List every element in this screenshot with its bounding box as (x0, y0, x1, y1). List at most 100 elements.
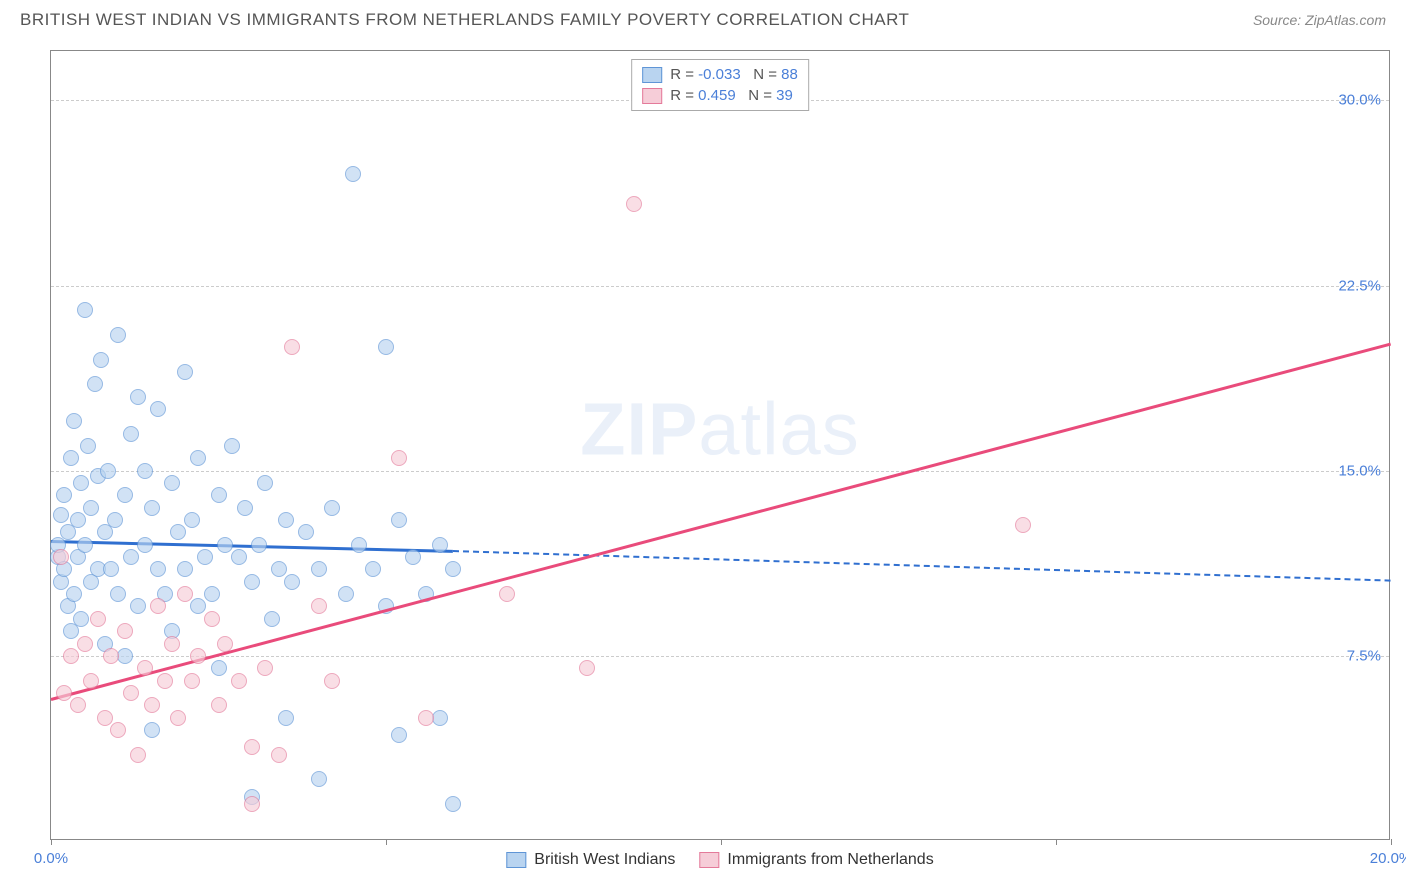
data-point (231, 673, 247, 689)
data-point (123, 685, 139, 701)
data-point (83, 673, 99, 689)
data-point (204, 611, 220, 627)
data-point (130, 598, 146, 614)
data-point (264, 611, 280, 627)
legend-swatch (506, 852, 526, 868)
data-point (150, 598, 166, 614)
data-point (311, 598, 327, 614)
data-point (150, 561, 166, 577)
data-point (204, 586, 220, 602)
data-point (123, 549, 139, 565)
gridline (51, 656, 1389, 657)
data-point (338, 586, 354, 602)
data-point (70, 697, 86, 713)
data-point (311, 561, 327, 577)
data-point (177, 586, 193, 602)
data-point (190, 598, 206, 614)
data-point (405, 549, 421, 565)
data-point (157, 673, 173, 689)
data-point (211, 487, 227, 503)
data-point (66, 413, 82, 429)
legend-stats: R = 0.459 N = 39 (670, 87, 793, 104)
data-point (418, 710, 434, 726)
data-point (144, 722, 160, 738)
data-point (56, 685, 72, 701)
data-point (77, 537, 93, 553)
data-point (391, 512, 407, 528)
data-point (579, 660, 595, 676)
data-point (224, 438, 240, 454)
data-point (77, 636, 93, 652)
data-point (244, 796, 260, 812)
series-legend-item: British West Indians (506, 851, 675, 869)
series-name: Immigrants from Netherlands (727, 851, 933, 869)
data-point (170, 524, 186, 540)
y-tick-label: 15.0% (1338, 462, 1381, 479)
data-point (130, 389, 146, 405)
data-point (284, 339, 300, 355)
data-point (217, 636, 233, 652)
data-point (53, 549, 69, 565)
y-tick-label: 22.5% (1338, 277, 1381, 294)
data-point (90, 611, 106, 627)
data-point (53, 507, 69, 523)
data-point (117, 487, 133, 503)
data-point (164, 475, 180, 491)
source-attribution: Source: ZipAtlas.com (1253, 12, 1386, 28)
series-legend: British West Indians Immigrants from Neth… (506, 851, 933, 869)
x-tick (51, 839, 52, 845)
data-point (257, 660, 273, 676)
data-point (73, 475, 89, 491)
data-point (103, 648, 119, 664)
data-point (117, 623, 133, 639)
data-point (391, 727, 407, 743)
data-point (1015, 517, 1031, 533)
data-point (445, 796, 461, 812)
data-point (137, 660, 153, 676)
legend-row: R = 0.459 N = 39 (642, 85, 798, 106)
x-tick (721, 839, 722, 845)
data-point (150, 401, 166, 417)
data-point (445, 561, 461, 577)
data-point (137, 537, 153, 553)
legend-swatch (699, 852, 719, 868)
data-point (278, 512, 294, 528)
data-point (378, 339, 394, 355)
y-tick-label: 7.5% (1347, 647, 1381, 664)
data-point (164, 636, 180, 652)
data-point (626, 196, 642, 212)
watermark: ZIPatlas (580, 387, 859, 472)
legend-swatch (642, 88, 662, 104)
data-point (63, 648, 79, 664)
data-point (63, 450, 79, 466)
trend-line (51, 342, 1392, 700)
data-point (324, 500, 340, 516)
data-point (345, 166, 361, 182)
data-point (170, 710, 186, 726)
x-tick (1391, 839, 1392, 845)
data-point (211, 697, 227, 713)
data-point (110, 586, 126, 602)
data-point (144, 697, 160, 713)
scatter-chart: ZIPatlas R = -0.033 N = 88R = 0.459 N = … (50, 50, 1390, 840)
data-point (123, 426, 139, 442)
data-point (499, 586, 515, 602)
data-point (244, 574, 260, 590)
data-point (284, 574, 300, 590)
data-point (311, 771, 327, 787)
data-point (73, 611, 89, 627)
data-point (83, 500, 99, 516)
x-tick (386, 839, 387, 845)
series-name: British West Indians (534, 851, 675, 869)
data-point (70, 512, 86, 528)
data-point (432, 537, 448, 553)
data-point (324, 673, 340, 689)
data-point (184, 512, 200, 528)
data-point (87, 376, 103, 392)
data-point (190, 450, 206, 466)
data-point (77, 302, 93, 318)
data-point (271, 561, 287, 577)
gridline (51, 286, 1389, 287)
data-point (103, 561, 119, 577)
data-point (130, 747, 146, 763)
